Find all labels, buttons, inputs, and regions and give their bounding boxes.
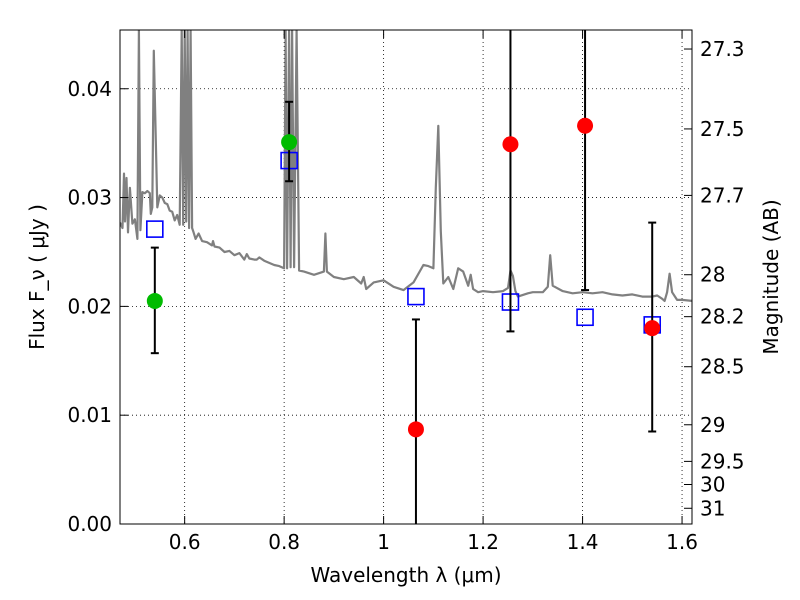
- y-tick-label: 0.01: [67, 403, 112, 427]
- data-point: [281, 134, 298, 151]
- x-tick-labels: 0.6 0.8 1 1.2 1.4 1.6: [169, 530, 698, 554]
- x-tick-label: 1.2: [467, 530, 499, 554]
- x-tick-label: 0.8: [268, 530, 300, 554]
- x-tick-label: 1: [377, 530, 390, 554]
- magnitude-tick-label: 27.5: [700, 117, 745, 141]
- plot-frame: [119, 29, 693, 525]
- data-point: [644, 320, 661, 337]
- x-tick-label: 1.4: [567, 530, 599, 554]
- right-axis-label: Magnitude (AB): [759, 199, 783, 354]
- data-point: [502, 136, 519, 153]
- x-tick-label: 1.6: [666, 530, 698, 554]
- magnitude-tick-label: 30: [700, 472, 725, 496]
- model-point: [576, 308, 594, 327]
- x-axis-label: Wavelength λ (μm): [310, 563, 501, 587]
- data-point: [407, 421, 424, 438]
- magnitude-tick-label: 31: [700, 496, 725, 520]
- magnitude-tick-label: 29.5: [700, 449, 745, 473]
- y-tick-label: 0.03: [67, 186, 112, 210]
- magnitude-tick-label: 28.2: [700, 305, 745, 329]
- magnitude-tick-label: 29: [700, 413, 725, 437]
- magnitude-tick-label: 27.3: [700, 37, 745, 61]
- x-tick-label: 0.6: [169, 530, 201, 554]
- magnitude-tick-label: 27.7: [700, 183, 745, 207]
- grid: [120, 30, 692, 524]
- y-tick-labels: 0.00 0.01 0.02 0.03 0.04: [67, 77, 112, 536]
- y-axis-label: Flux F_ν ( μJy ): [25, 204, 49, 350]
- y-tick-label: 0.00: [67, 512, 112, 536]
- data-point: [577, 117, 594, 134]
- spectrum-line: [120, 30, 692, 302]
- magnitude-tick-label: 28: [700, 263, 725, 287]
- model-point: [146, 220, 164, 238]
- y-tick-label: 0.02: [67, 294, 112, 318]
- y-tick-label: 0.04: [67, 77, 112, 101]
- data-point: [146, 292, 163, 309]
- magnitude-tick-label: 28.5: [700, 355, 745, 379]
- model-point: [407, 287, 425, 306]
- ticks: [120, 30, 692, 525]
